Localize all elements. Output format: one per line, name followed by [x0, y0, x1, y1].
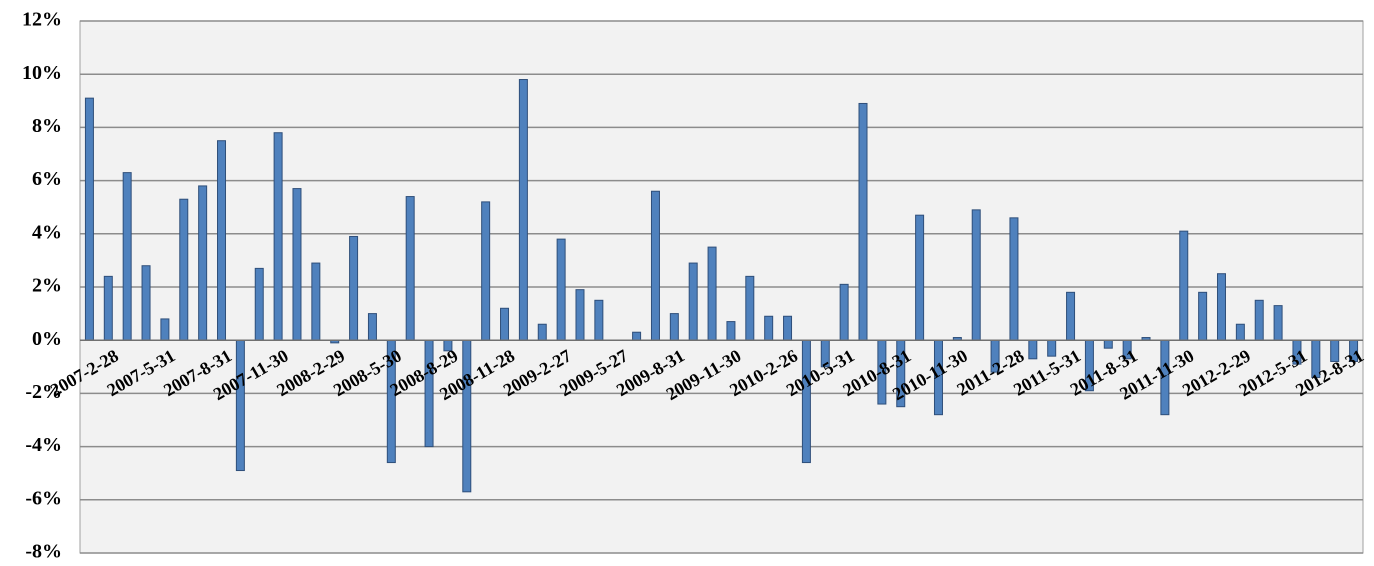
- y-tick-label: 10%: [22, 62, 62, 84]
- bar: [632, 331, 642, 341]
- bar: [254, 267, 264, 341]
- y-tick-label: 2%: [32, 275, 62, 297]
- bar: [556, 238, 566, 341]
- bar: [1216, 273, 1226, 341]
- bar: [311, 262, 321, 341]
- bar: [669, 313, 679, 341]
- bar: [783, 315, 793, 341]
- bar: [122, 172, 132, 341]
- bar: [160, 318, 170, 341]
- bar: [518, 79, 528, 341]
- bar: [858, 102, 868, 341]
- bar: [1273, 305, 1283, 341]
- bar: [349, 235, 359, 341]
- y-tick-label: 6%: [32, 168, 62, 190]
- bar: [292, 188, 302, 341]
- bar: [1179, 230, 1189, 341]
- y-tick-label: -6%: [25, 487, 62, 509]
- bar: [1103, 339, 1113, 349]
- bar: [179, 198, 189, 341]
- bar: [84, 97, 94, 341]
- bar: [217, 140, 227, 341]
- y-tick-label: -2%: [25, 381, 62, 403]
- bar: [1047, 339, 1057, 357]
- bar: [1235, 323, 1245, 341]
- bar: [1009, 217, 1019, 341]
- bar: [801, 339, 811, 464]
- y-tick-label: 4%: [32, 221, 62, 243]
- bar: [707, 246, 717, 341]
- bar: [839, 283, 849, 341]
- bar: [462, 339, 472, 493]
- y-tick-label: 0%: [32, 328, 62, 350]
- bar: [726, 321, 736, 341]
- bar: [1066, 291, 1076, 341]
- bar: [537, 323, 547, 341]
- bar: [141, 265, 151, 341]
- bar: [915, 214, 925, 341]
- bar: [594, 299, 604, 341]
- y-tick-label: 12%: [22, 9, 62, 31]
- bar: [688, 262, 698, 341]
- y-tick-label: -4%: [25, 434, 62, 456]
- bar: [650, 190, 660, 341]
- bar: [273, 132, 283, 341]
- y-tick-label: -8%: [25, 541, 62, 561]
- bar: [1198, 291, 1208, 341]
- bar: [405, 196, 415, 341]
- bar: [745, 275, 755, 341]
- bar: [500, 307, 510, 341]
- bar: [971, 209, 981, 341]
- y-tick-label: 8%: [32, 115, 62, 137]
- bar: [481, 201, 491, 341]
- bar: [1028, 339, 1038, 360]
- bar: [1254, 299, 1264, 341]
- bar: [367, 313, 377, 341]
- bar: [235, 339, 245, 472]
- bar: [103, 275, 113, 341]
- bar: [764, 315, 774, 341]
- bar: [575, 289, 585, 341]
- bar: [198, 185, 208, 341]
